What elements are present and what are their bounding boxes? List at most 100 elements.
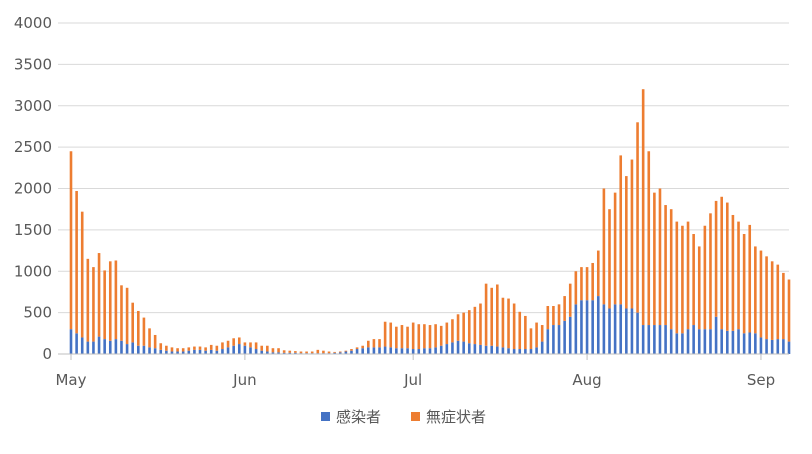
bar-infected <box>697 329 701 354</box>
bar-asymptomatic <box>423 324 426 349</box>
bar-infected <box>97 336 101 354</box>
bar-infected <box>770 339 774 354</box>
bar-infected <box>467 343 471 354</box>
bar-infected <box>232 345 235 354</box>
bar-asymptomatic <box>170 347 174 352</box>
bar-infected <box>518 349 522 354</box>
bar-infected <box>114 339 118 354</box>
bar-infected <box>742 333 746 354</box>
bar-asymptomatic <box>428 325 432 349</box>
bar-infected <box>125 344 129 354</box>
y-tick-label: 1000 <box>14 262 52 280</box>
bar-infected <box>400 348 404 354</box>
bar-infected <box>237 344 241 354</box>
bar-asymptomatic <box>726 202 729 331</box>
bar-asymptomatic <box>221 342 224 350</box>
bar-infected <box>434 347 437 354</box>
bar-asymptomatic <box>467 310 471 344</box>
bar-infected <box>153 348 157 354</box>
bar-asymptomatic <box>619 155 623 305</box>
grid <box>58 22 789 314</box>
bar-asymptomatic <box>591 262 594 301</box>
y-tick-label: 2500 <box>14 138 52 156</box>
legend-label-asymptomatic: 無症状者 <box>426 408 486 426</box>
bar-asymptomatic <box>417 324 421 350</box>
bar-infected <box>181 351 185 354</box>
bar-infected <box>338 352 342 354</box>
bar-infected <box>529 349 533 354</box>
bar-asymptomatic <box>103 270 106 340</box>
bar-asymptomatic <box>625 176 628 309</box>
y-tick-label: 3500 <box>14 55 52 73</box>
bar-asymptomatic <box>765 256 768 340</box>
bar-infected <box>92 341 95 354</box>
bar-asymptomatic <box>131 302 134 343</box>
bar-asymptomatic <box>114 260 118 340</box>
bar-asymptomatic <box>664 205 667 326</box>
bar-asymptomatic <box>647 151 651 326</box>
bar-asymptomatic <box>596 250 600 297</box>
bar-infected <box>596 296 600 354</box>
bar-infected <box>131 342 134 354</box>
bar-infected <box>439 345 443 354</box>
bar-asymptomatic <box>546 306 550 330</box>
bar-asymptomatic <box>473 306 477 345</box>
bar-infected <box>496 346 499 354</box>
bar-asymptomatic <box>209 344 213 350</box>
bar-asymptomatic <box>675 221 679 334</box>
bar-asymptomatic <box>552 306 555 326</box>
bar-infected <box>669 329 673 354</box>
bar-infected <box>653 325 656 354</box>
bar-asymptomatic <box>636 122 639 313</box>
bar-asymptomatic <box>316 349 320 354</box>
bar-asymptomatic <box>787 279 791 342</box>
bar-asymptomatic <box>92 267 95 342</box>
bar-asymptomatic <box>585 267 589 301</box>
bar-infected <box>417 349 421 354</box>
y-tick-label: 0 <box>42 345 52 363</box>
bar-infected <box>86 341 90 354</box>
bar-asymptomatic <box>260 345 264 351</box>
bar-asymptomatic <box>120 285 123 341</box>
bar-infected <box>591 300 594 354</box>
bar-infected <box>120 340 123 354</box>
bar-infected <box>625 308 628 354</box>
bar-infected <box>355 349 359 354</box>
bar-infected <box>692 325 695 354</box>
bar-infected <box>546 329 550 354</box>
bar-asymptomatic <box>681 225 684 334</box>
bar-infected <box>103 339 106 354</box>
bar-asymptomatic <box>148 328 151 348</box>
bar-asymptomatic <box>243 342 247 346</box>
bar-infected <box>361 348 364 354</box>
bar-asymptomatic <box>557 304 561 326</box>
legend-swatch-infected <box>321 412 330 421</box>
y-tick-label: 3000 <box>14 97 52 115</box>
bar-infected <box>221 349 224 354</box>
bar-asymptomatic <box>299 351 303 354</box>
bar-asymptomatic <box>703 225 707 330</box>
bar-infected <box>249 347 252 354</box>
y-tick-label: 500 <box>23 304 52 322</box>
bar-asymptomatic <box>608 209 611 309</box>
bar-asymptomatic <box>176 348 179 352</box>
bar-asymptomatic <box>165 345 168 351</box>
bar-asymptomatic <box>288 350 292 353</box>
bar-infected <box>681 333 684 354</box>
bar-asymptomatic <box>181 348 185 352</box>
bar-infected <box>271 352 275 354</box>
bar-asymptomatic <box>770 261 774 340</box>
bar-asymptomatic <box>479 303 482 345</box>
bar-infected <box>602 304 606 354</box>
bar-infected <box>406 348 409 354</box>
bar-asymptomatic <box>355 347 359 350</box>
bar-infected <box>288 352 292 354</box>
bar-infected <box>540 341 544 354</box>
bar-asymptomatic <box>563 296 566 321</box>
bar-infected <box>462 341 465 354</box>
bar-asymptomatic <box>445 322 449 345</box>
bar-infected <box>568 316 572 354</box>
bar-infected <box>209 349 213 354</box>
bar-asymptomatic <box>97 253 101 337</box>
bar-asymptomatic <box>524 315 527 350</box>
